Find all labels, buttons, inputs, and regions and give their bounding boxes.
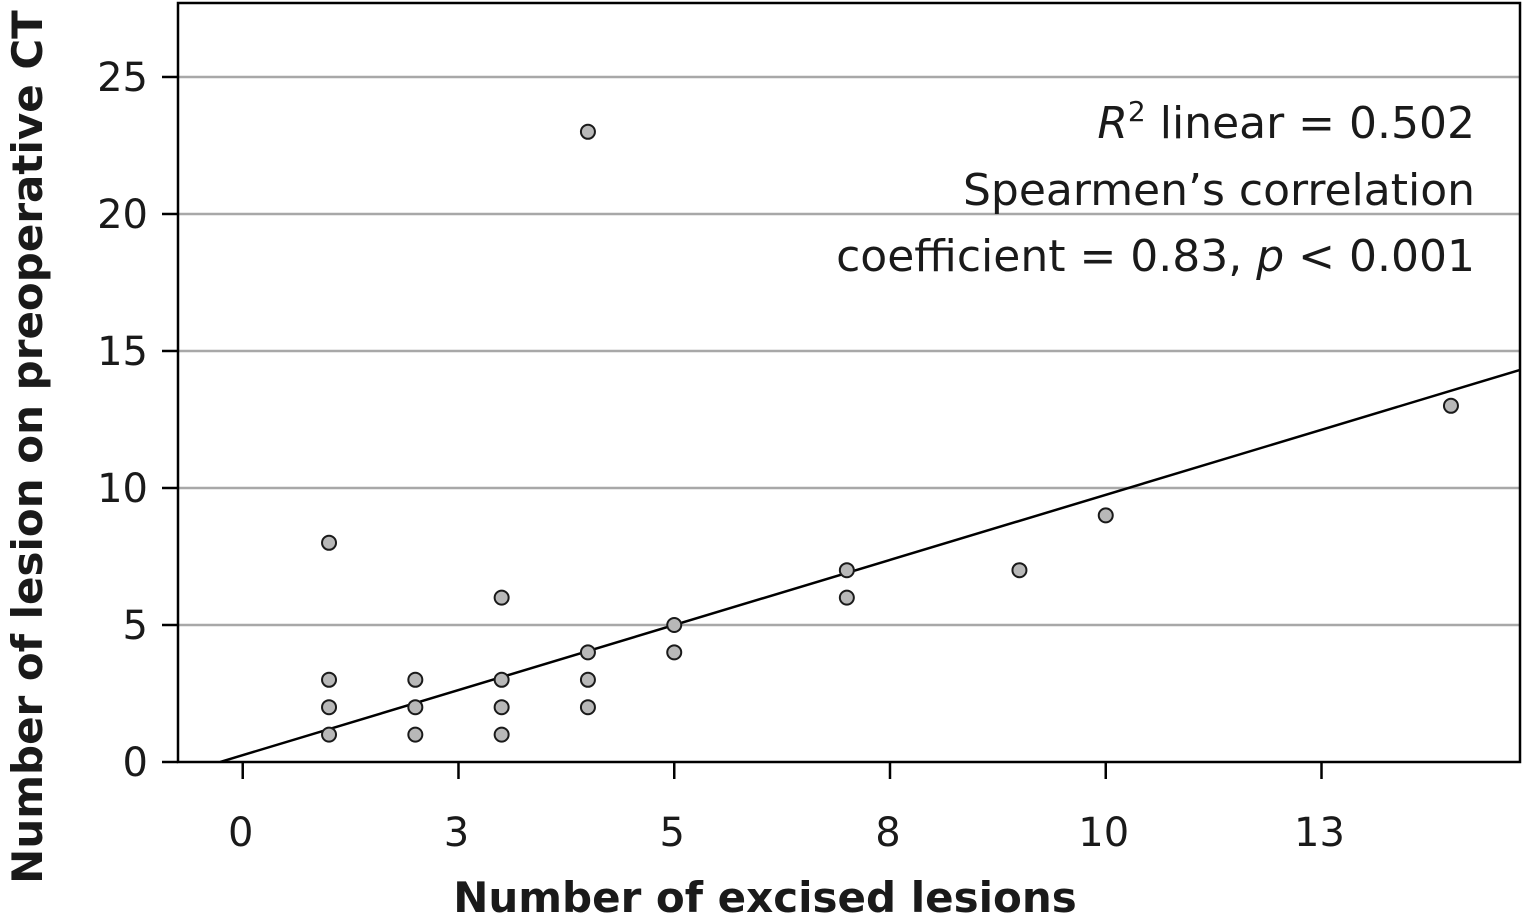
data-point	[1097, 507, 1114, 524]
x-tick-label: 0	[228, 810, 253, 856]
r-symbol: R	[1097, 98, 1128, 149]
data-point	[493, 699, 510, 716]
data-point	[407, 671, 424, 688]
data-point	[493, 671, 510, 688]
coefficient-value: coefficient = 0.83,	[836, 231, 1256, 282]
data-point	[407, 699, 424, 716]
x-tick-label: 10	[1078, 810, 1129, 856]
data-point	[1442, 397, 1459, 414]
x-axis-title: Number of excised lesions	[453, 873, 1077, 917]
data-point	[579, 644, 596, 661]
data-point	[666, 616, 683, 633]
y-axis-title: Number of lesion on preoperative CT	[3, 10, 52, 884]
spearman-label: Spearmen’s correlation	[963, 165, 1475, 216]
data-point	[321, 534, 338, 551]
x-tick-label: 13	[1294, 810, 1345, 856]
data-point	[493, 726, 510, 743]
data-point	[579, 671, 596, 688]
data-point	[407, 726, 424, 743]
fit-line-layer	[219, 368, 1521, 764]
axis-ticks: 0 5 10 15 20 25 0 3 5 8 10 13	[97, 55, 1345, 856]
data-point	[838, 589, 855, 606]
regression-line	[219, 368, 1521, 764]
data-point	[1011, 562, 1028, 579]
data-point	[321, 699, 338, 716]
y-tick-label: 20	[97, 192, 148, 238]
x-tick-label: 8	[875, 810, 900, 856]
y-tick-label: 25	[97, 55, 148, 101]
data-point	[321, 671, 338, 688]
data-point	[321, 726, 338, 743]
y-tick-label: 5	[123, 603, 148, 649]
data-point	[579, 699, 596, 716]
y-tick-label: 15	[97, 329, 148, 375]
data-point	[493, 589, 510, 606]
data-point	[666, 644, 683, 661]
gridlines	[178, 75, 1520, 627]
data-points	[321, 123, 1459, 743]
p-symbol: p	[1255, 231, 1284, 282]
r-squared-label: R2 linear = 0.502	[1097, 95, 1475, 149]
data-point	[579, 123, 596, 140]
x-tick-label: 3	[444, 810, 469, 856]
coefficient-label: coefficient = 0.83, p < 0.001	[836, 231, 1475, 282]
correlation-annotation: R2 linear = 0.502 Spearmen’s correlation…	[836, 95, 1475, 282]
x-tick-label: 5	[660, 810, 685, 856]
r-squared-value: linear = 0.502	[1146, 98, 1475, 149]
data-point	[838, 562, 855, 579]
r-superscript: 2	[1128, 95, 1146, 128]
p-value: < 0.001	[1284, 231, 1475, 282]
y-tick-label: 0	[123, 740, 148, 786]
y-tick-label: 10	[97, 466, 148, 512]
plot-frame	[176, 1, 1522, 764]
